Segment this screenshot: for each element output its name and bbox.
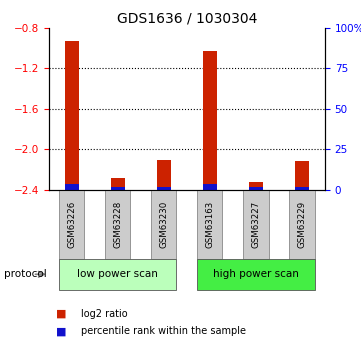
Bar <box>65 41 79 190</box>
Bar <box>203 51 217 190</box>
Bar <box>203 184 217 190</box>
Bar <box>295 187 309 190</box>
Text: GSM63228: GSM63228 <box>113 201 122 248</box>
Text: protocol: protocol <box>4 269 46 279</box>
Bar <box>249 187 263 190</box>
Title: GDS1636 / 1030304: GDS1636 / 1030304 <box>117 11 257 25</box>
Bar <box>151 190 177 259</box>
Bar <box>59 190 84 259</box>
Bar <box>197 259 314 290</box>
Text: ■: ■ <box>56 309 66 319</box>
Bar <box>289 190 314 259</box>
Text: GSM63227: GSM63227 <box>251 201 260 248</box>
Bar <box>249 182 263 190</box>
Text: log2 ratio: log2 ratio <box>81 309 128 319</box>
Bar <box>65 184 79 190</box>
Bar <box>111 178 125 190</box>
Bar <box>59 259 177 290</box>
Text: GSM63230: GSM63230 <box>159 201 168 248</box>
Text: ■: ■ <box>56 326 66 336</box>
Text: high power scan: high power scan <box>213 269 299 279</box>
Text: low power scan: low power scan <box>77 269 158 279</box>
Bar <box>243 190 269 259</box>
Text: GSM63226: GSM63226 <box>67 201 76 248</box>
Text: GSM63229: GSM63229 <box>297 201 306 248</box>
Bar <box>105 190 130 259</box>
Text: percentile rank within the sample: percentile rank within the sample <box>81 326 246 336</box>
Bar <box>197 190 222 259</box>
Bar <box>157 160 171 190</box>
Bar <box>157 187 171 190</box>
Bar <box>111 187 125 190</box>
Text: GSM63163: GSM63163 <box>205 201 214 248</box>
Bar <box>295 161 309 190</box>
